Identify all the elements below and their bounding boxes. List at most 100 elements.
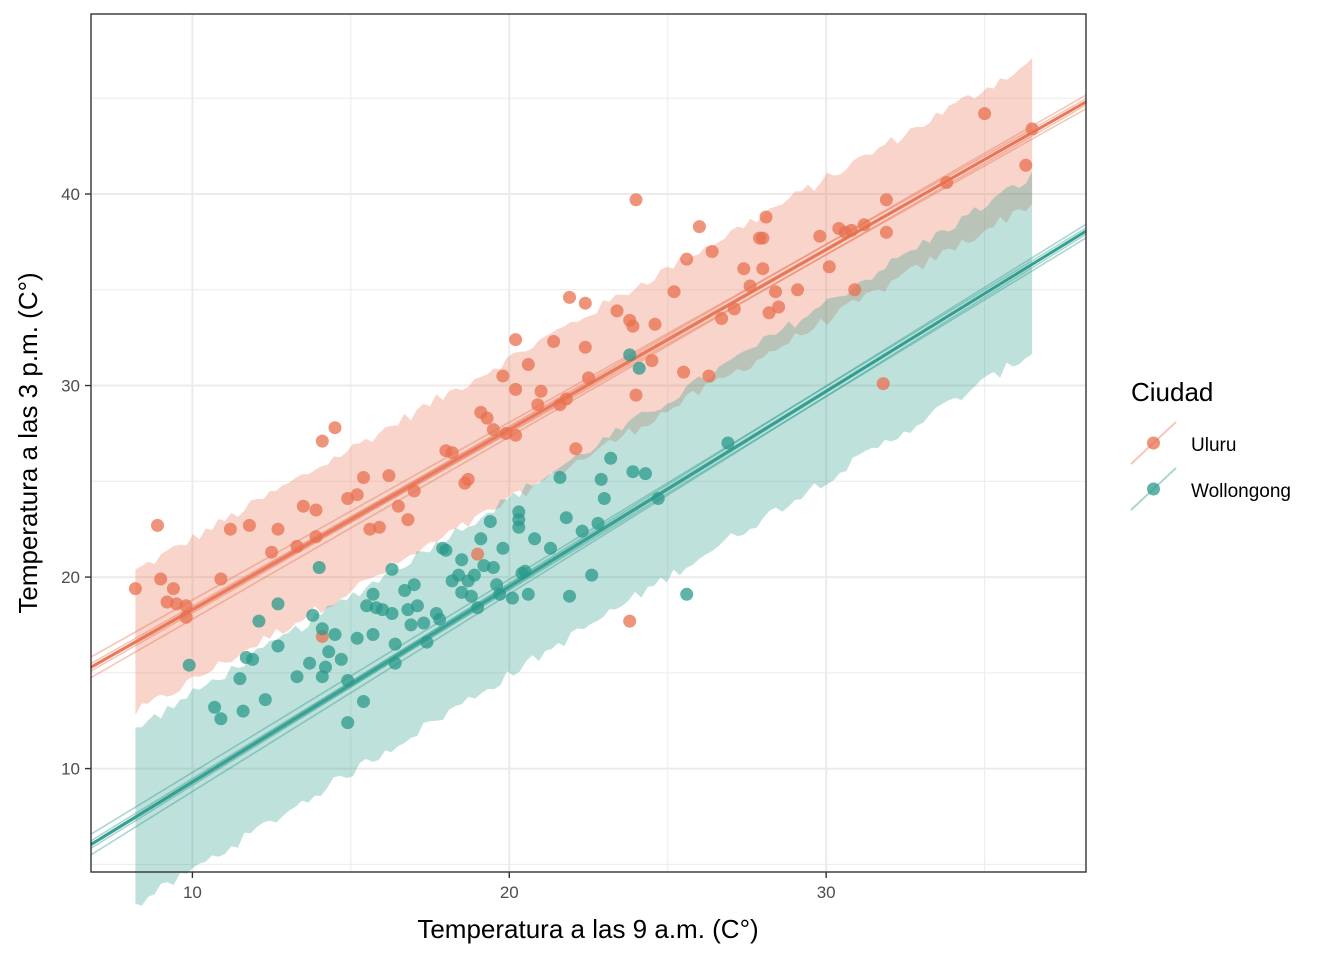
data-point-wollongong	[512, 505, 526, 519]
y-axis-title: Temperatura a las 3 p.m. (C°)	[13, 272, 43, 613]
data-point-uluru	[879, 193, 893, 207]
data-point-wollongong	[591, 516, 605, 530]
data-point-uluru	[471, 547, 485, 561]
data-point-uluru	[667, 285, 681, 299]
data-point-wollongong	[312, 561, 326, 574]
data-point-wollongong	[439, 543, 453, 557]
data-point-uluru	[623, 614, 637, 628]
data-point-wollongong	[505, 591, 519, 605]
data-point-uluru	[179, 610, 193, 624]
data-point-uluru	[702, 369, 716, 383]
data-point-uluru	[578, 340, 592, 354]
data-point-wollongong	[350, 631, 364, 645]
data-point-uluru	[151, 518, 164, 532]
data-point-wollongong	[271, 597, 285, 611]
data-point-uluru	[407, 484, 421, 498]
data-point-wollongong	[553, 471, 567, 484]
data-point-wollongong	[341, 674, 355, 687]
data-point-uluru	[531, 398, 545, 412]
data-point-uluru	[445, 446, 459, 460]
regression-line-uluru	[90, 100, 1087, 669]
data-point-uluru	[309, 530, 323, 544]
data-point-wollongong	[420, 635, 434, 649]
data-point-uluru	[756, 262, 770, 276]
data-point-wollongong	[518, 564, 532, 578]
regression-line-wollongong	[90, 229, 1087, 846]
data-point-uluru	[737, 262, 751, 276]
data-point-wollongong	[651, 492, 665, 505]
data-point-uluru	[978, 107, 992, 121]
data-point-wollongong	[319, 660, 332, 674]
data-point-uluru	[290, 539, 304, 553]
data-point-uluru	[762, 306, 776, 320]
x-axis-ticks: 10 20 30	[183, 872, 836, 902]
data-point-uluru	[223, 522, 237, 536]
data-point-wollongong	[623, 348, 637, 362]
data-point-uluru	[813, 229, 827, 243]
data-point-uluru	[610, 304, 624, 318]
data-point-wollongong	[626, 465, 640, 479]
regression-line-wollongong	[90, 237, 1087, 847]
panel-background	[91, 14, 1086, 872]
data-point-uluru	[296, 499, 310, 513]
data-point-wollongong	[271, 639, 285, 653]
data-point-wollongong	[388, 637, 402, 651]
data-point-wollongong	[385, 562, 399, 576]
x-tick-label: 30	[817, 883, 836, 902]
regression-line-wollongong	[90, 223, 1087, 845]
data-point-wollongong	[452, 568, 466, 582]
data-point-uluru	[743, 279, 757, 293]
data-point-uluru	[772, 300, 786, 314]
data-point-uluru	[876, 377, 890, 391]
data-point-wollongong	[493, 587, 507, 601]
data-point-uluru	[154, 572, 168, 586]
data-point-uluru	[357, 471, 370, 484]
data-point-wollongong	[455, 553, 469, 567]
data-point-uluru	[521, 358, 535, 371]
data-point-wollongong	[236, 704, 250, 718]
data-point-wollongong	[680, 587, 694, 601]
x-tick-label: 20	[500, 883, 519, 902]
data-point-wollongong	[334, 652, 348, 666]
y-axis-ticks: 10 20 30 40	[61, 185, 91, 779]
data-point-wollongong	[258, 693, 272, 707]
data-point-uluru	[705, 245, 719, 258]
data-point-uluru	[166, 582, 180, 596]
data-point-uluru	[680, 252, 694, 266]
data-point-wollongong	[594, 472, 608, 486]
data-point-uluru	[677, 365, 691, 379]
legend-label-wollongong: Wollongong	[1191, 481, 1291, 502]
y-tick-label: 10	[61, 760, 80, 779]
data-point-uluru	[480, 411, 494, 425]
data-point-wollongong	[464, 589, 478, 603]
prediction-band-wollongong	[135, 171, 1033, 906]
y-tick-label: 40	[61, 185, 80, 204]
panel-border	[90, 13, 1087, 873]
data-point-wollongong	[303, 656, 317, 670]
data-point-uluru	[845, 223, 858, 237]
data-point-uluru	[769, 285, 782, 299]
data-point-wollongong	[483, 515, 497, 528]
data-point-uluru	[509, 428, 523, 442]
data-point-uluru	[848, 283, 862, 297]
data-point-uluru	[486, 423, 500, 437]
data-point-uluru	[309, 503, 323, 517]
data-point-wollongong	[357, 695, 370, 708]
data-point-uluru	[563, 290, 576, 304]
data-point-wollongong	[471, 601, 485, 615]
data-point-uluru	[791, 283, 805, 297]
data-point-uluru	[1019, 158, 1033, 172]
data-point-uluru	[559, 392, 573, 406]
data-point-wollongong	[544, 541, 557, 555]
data-point-uluru	[242, 518, 256, 532]
regression-line-uluru	[90, 108, 1087, 669]
data-point-wollongong	[306, 608, 320, 622]
data-point-uluru	[692, 220, 706, 234]
data-point-wollongong	[575, 524, 589, 538]
data-point-uluru	[582, 371, 595, 385]
data-point-uluru	[629, 193, 643, 207]
data-point-uluru	[715, 312, 729, 325]
data-point-uluru	[578, 296, 592, 310]
data-point-wollongong	[398, 584, 412, 597]
